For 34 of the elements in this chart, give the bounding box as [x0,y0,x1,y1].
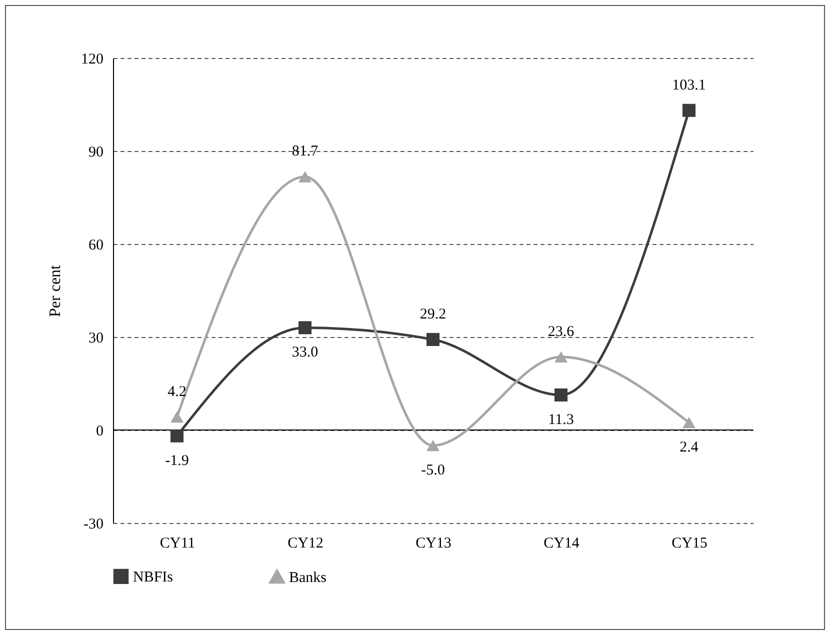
data-label: 4.2 [168,384,186,400]
y-tick-label: 60 [88,238,104,254]
point [426,440,440,452]
point [554,351,568,362]
point [682,104,696,117]
x-tick-label: CY15 [672,536,708,552]
point [170,429,184,442]
data-label: 103.1 [672,77,706,94]
y-tick-label: 120 [81,52,104,68]
y-tick-label: 30 [88,330,104,346]
legend-label: Banks [289,570,327,586]
data-label: 23.6 [548,324,575,340]
point [682,416,696,428]
point [298,321,312,334]
x-tick-label: CY14 [544,536,580,552]
data-label: 11.3 [548,412,574,428]
y-axis-title: Per cent [47,264,64,317]
legend-label: NBFIs [133,569,174,586]
y-tick-label: 90 [88,144,104,160]
x-tick-label: CY12 [288,536,324,552]
x-tick-label: CY13 [416,536,452,552]
x-tick-label: CY11 [160,536,196,552]
data-label: -1.9 [165,452,189,469]
data-label: 2.4 [680,440,699,456]
point [426,332,440,346]
point [298,171,312,182]
data-label: 29.2 [420,306,446,322]
data-label: 33.0 [292,344,318,361]
data-label: -5.0 [421,462,445,478]
point [554,388,568,402]
data-label: 81.7 [292,144,319,160]
y-tick-label: 0 [96,424,104,440]
y-tick-label: -30 [84,516,104,532]
point [170,411,184,423]
